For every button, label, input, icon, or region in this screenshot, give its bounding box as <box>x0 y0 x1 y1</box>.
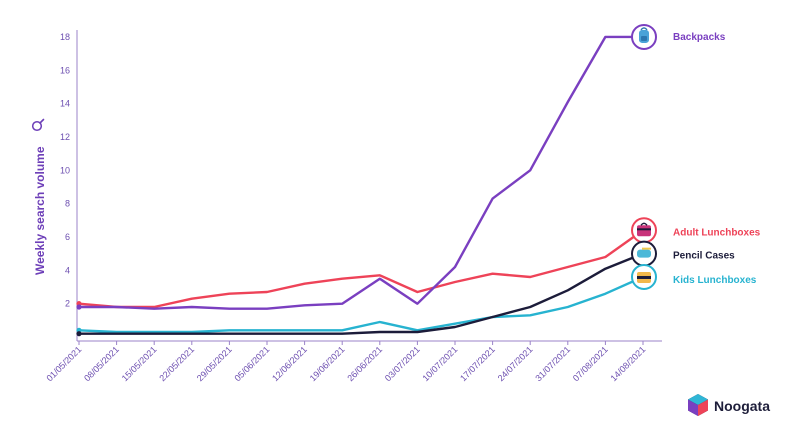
x-tick-label: 31/07/2021 <box>533 344 572 383</box>
legend: Backpacks Adult Lunchboxes Pencil Cases Kid… <box>631 23 761 290</box>
series-group <box>76 35 645 337</box>
x-tick-label: 03/07/2021 <box>383 344 422 383</box>
legend-label-pencil-cases: Pencil Cases <box>673 251 735 262</box>
series-line-pencil-cases <box>77 252 645 335</box>
kids-lunchbox-icon <box>631 263 657 290</box>
x-tick-label: 14/08/2021 <box>608 344 647 383</box>
series-line-kids-lunchboxes <box>77 275 645 334</box>
y-tick-label: 4 <box>65 265 70 275</box>
series-start-point <box>76 331 82 337</box>
x-tick-label: 17/07/2021 <box>458 344 497 383</box>
y-tick-label: 12 <box>60 132 70 142</box>
x-tick-label: 29/05/2021 <box>195 344 234 383</box>
legend-label-backpacks: Backpacks <box>673 32 726 43</box>
magnifier-icon <box>31 118 45 132</box>
y-axis-ticks: 2 4 6 8 10 12 14 16 18 <box>60 32 70 309</box>
y-tick-label: 10 <box>60 165 70 175</box>
x-tick-label: 19/06/2021 <box>308 344 347 383</box>
y-tick-label: 2 <box>65 299 70 309</box>
y-tick-label: 16 <box>60 65 70 75</box>
brand-logo: Noogata <box>688 394 770 416</box>
x-tick-label: 22/05/2021 <box>157 344 196 383</box>
x-tick-label: 01/05/2021 <box>44 344 83 383</box>
series-line-backpacks <box>77 35 645 310</box>
backpack-icon <box>631 23 657 50</box>
legend-label-kids-lunchboxes: Kids Lunchboxes <box>673 275 757 286</box>
y-tick-label: 18 <box>60 32 70 42</box>
x-tick-label: 08/05/2021 <box>82 344 121 383</box>
x-tick-label: 26/06/2021 <box>345 344 384 383</box>
y-axis-label: Weekly search volume <box>33 146 47 275</box>
x-axis-ticks: 01/05/202108/05/202115/05/202122/05/2021… <box>44 341 647 383</box>
series-line-adult-lunchboxes <box>77 229 645 309</box>
x-tick-label: 12/06/2021 <box>270 344 309 383</box>
brand-name: Noogata <box>714 398 770 414</box>
legend-label-adult-lunchboxes: Adult Lunchboxes <box>673 227 761 238</box>
y-tick-label: 6 <box>65 232 70 242</box>
y-tick-label: 14 <box>60 99 70 109</box>
noogata-logo-icon <box>688 394 708 416</box>
y-tick-label: 8 <box>65 199 70 209</box>
pencil-case-icon <box>631 240 657 267</box>
x-tick-label: 10/07/2021 <box>420 344 459 383</box>
x-tick-label: 15/05/2021 <box>120 344 159 383</box>
series-start-point <box>76 304 82 310</box>
adult-lunchbox-icon <box>631 217 657 244</box>
x-tick-label: 05/06/2021 <box>232 344 271 383</box>
x-tick-label: 07/08/2021 <box>571 344 610 383</box>
x-tick-label: 24/07/2021 <box>496 344 535 383</box>
